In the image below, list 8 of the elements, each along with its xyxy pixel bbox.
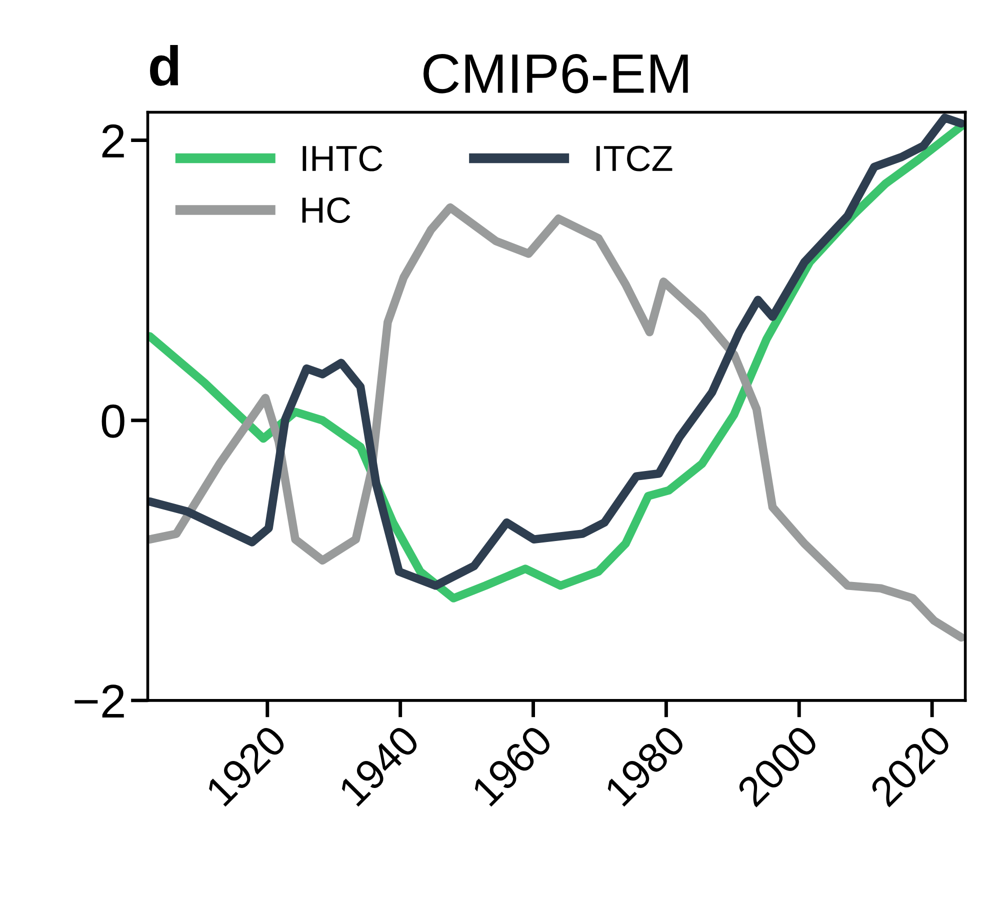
y-tick-label: 2 [102,124,124,158]
legend-label: HC [302,197,350,223]
text: d [150,45,178,86]
y-tick-label: −2 [74,684,124,718]
legend-label: IHTC [302,146,382,172]
y-tick-label: 0 [102,404,124,438]
legend-label: ITCZ [596,146,672,172]
chart-title: CMIP6-EM [424,54,688,94]
